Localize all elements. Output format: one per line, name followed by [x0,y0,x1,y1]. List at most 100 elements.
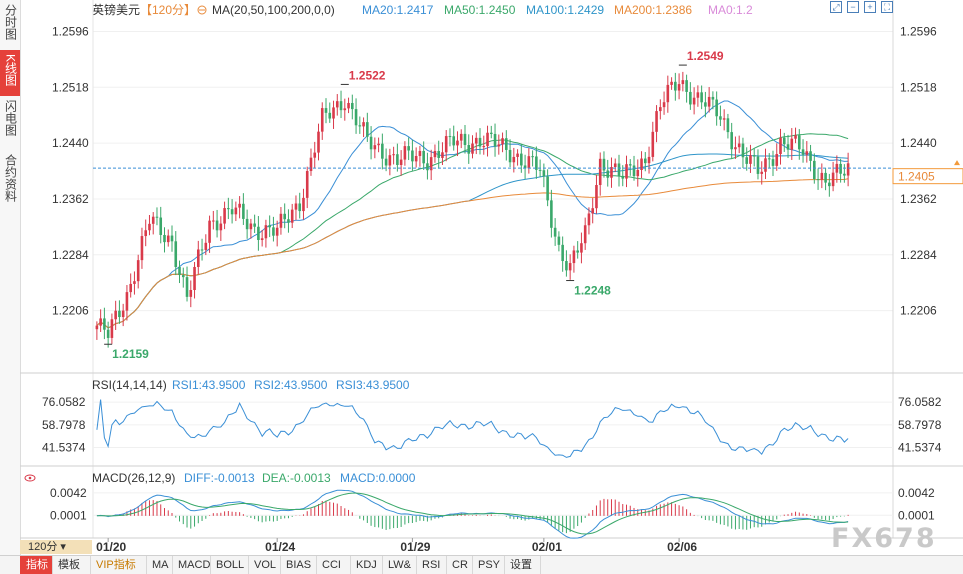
indicator-tab-11[interactable]: RSI [416,556,447,574]
candle-body [230,209,234,215]
candle-body [561,244,564,262]
macd-dea-value: DEA:-0.0013 [262,471,331,485]
tab-kline[interactable]: K线图 [0,50,20,96]
candle-body [369,136,373,150]
zoom-out-icon[interactable]: − [847,1,859,13]
candle-body [411,150,414,162]
ma200-value: MA200:1.2386 [614,3,692,17]
rsi-label: RSI(14,14,14) [92,378,167,392]
candle-body [557,236,561,245]
candle-body [196,249,200,267]
candle-body [181,275,185,278]
candle-body [692,97,696,105]
candle-body [302,197,305,212]
candle-body [677,84,681,91]
indicator-tab-1[interactable]: 模板 [52,556,91,574]
candle-body [429,157,433,171]
candle-body [651,131,655,157]
indicator-tab-2[interactable]: VIP指标 [90,556,147,574]
indicator-tab-5[interactable]: BOLL [210,556,249,574]
candle-body [839,163,842,174]
candle-body [531,156,534,158]
date-label: 01/29 [400,540,430,554]
candle-body [366,122,369,137]
zoom-in-icon[interactable]: + [864,1,876,13]
candle-body [722,118,726,120]
tab-flash-label: 闪电图 [3,100,18,136]
candle-body [606,170,610,178]
candle-body [242,203,245,219]
indicator-tab-6[interactable]: VOL [248,556,281,574]
candle-body [670,81,673,85]
price-tick-left: 1.2206 [52,304,89,318]
candle-body [381,143,384,159]
price-tick-left: 1.2284 [52,248,89,262]
macd-tick-right: 0.0042 [898,486,935,500]
candle-body [467,145,471,154]
candle-body [505,138,508,150]
indicator-tab-4[interactable]: MACD [172,556,211,574]
candle-body [587,213,591,226]
tab-timeshare[interactable]: 分时图 [0,4,20,46]
date-label: 01/20 [96,540,126,554]
indicator-tab-7[interactable]: BIAS [280,556,317,574]
candle-body [801,149,805,155]
fit-icon[interactable]: ⤢ [830,1,842,13]
macd-label: MACD(26,12,9) [92,471,175,485]
indicator-tab-9[interactable]: KDJ [350,556,383,574]
indicator-tab-12[interactable]: CR [446,556,473,574]
price-tick-left: 1.2596 [52,24,89,38]
candle-body [640,158,643,171]
candle-body [643,158,647,164]
candle-body [422,150,425,164]
candlestick-chart[interactable]: 英镑美元 【120分】 MA(20,50,100,200,0,0) MA20:1… [0,0,963,555]
candle-body [448,136,452,138]
fullscreen-icon[interactable]: ⛶ [881,1,893,13]
price-tick-right: 1.2206 [900,304,937,318]
candle-body [125,292,129,311]
candle-body [99,318,102,326]
period-selector[interactable]: 120分 ▾ [20,540,92,554]
candle-body [441,152,444,158]
indicator-tab-3[interactable]: MA [146,556,173,574]
ma20-line [96,100,849,329]
candle-body [745,157,749,164]
candle-body [317,131,320,153]
rsi-tick-left: 76.0582 [42,395,86,409]
candle-body [212,220,215,222]
tab-contract-info-label: 合约资料 [3,154,18,202]
indicator-tab-13[interactable]: PSY [472,556,505,574]
tab-flash[interactable]: 闪电图 [0,100,20,144]
date-label: 02/01 [532,540,562,554]
candle-body [805,151,809,155]
candle-body [456,140,459,146]
candle-body [707,96,711,107]
candles [95,71,850,348]
candle-body [215,220,219,231]
price-tick-right: 1.2284 [900,248,937,262]
ma-label: MA(20,50,100,200,0,0) [212,3,335,17]
candle-body [843,173,846,176]
candle-body [749,155,752,164]
macd-eye-icon[interactable] [24,474,36,482]
period-selector-label: 120分 [28,541,58,553]
candle-body [591,208,594,214]
candle-body [647,156,651,164]
indicator-tab-10[interactable]: LW& [382,556,417,574]
tab-contract-info[interactable]: 合约资料 [0,154,20,214]
candle-body [486,132,489,147]
indicator-tab-0[interactable]: 指标 [20,556,53,574]
candle-body [625,164,628,179]
macd-tick-left: 0.0001 [50,508,87,522]
settings-icon[interactable] [197,5,207,15]
candle-body [636,170,640,177]
price-tick-right: 1.2518 [900,80,937,94]
candle-body [298,203,302,212]
candle-body [779,137,782,155]
candle-body [437,150,440,158]
candle-body [185,277,189,297]
indicator-tab-14[interactable]: 设置 [504,556,541,574]
watermark: FX678 [831,523,937,554]
candle-body [384,158,388,166]
indicator-tab-8[interactable]: CCI [316,556,351,574]
